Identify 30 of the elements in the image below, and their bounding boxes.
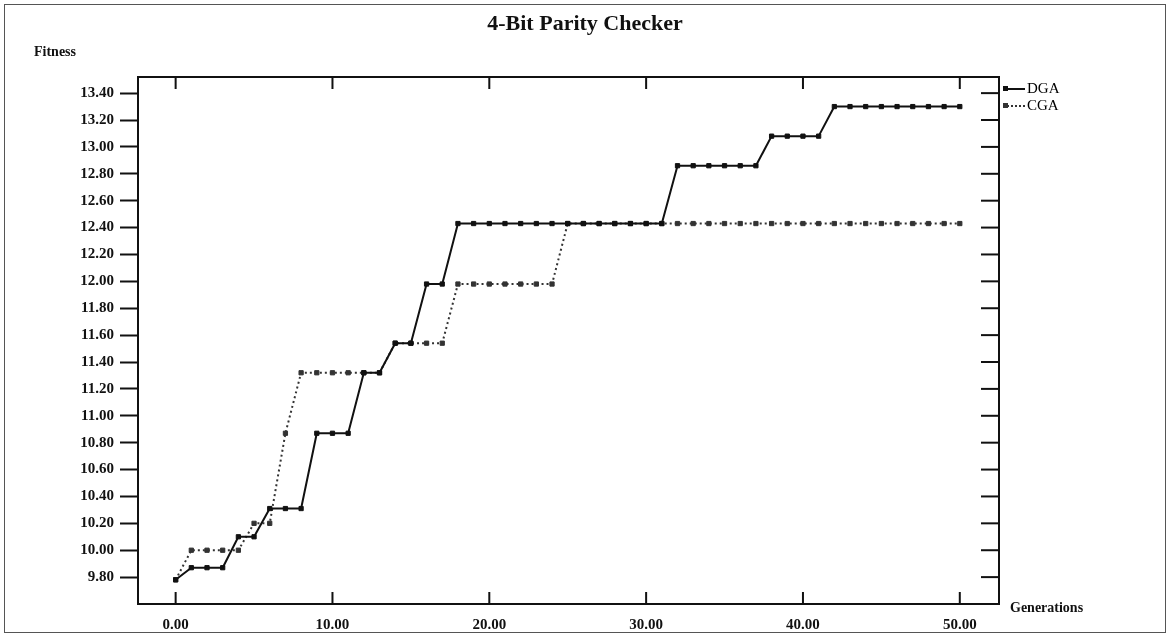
y-tick-label: 12.40 (80, 218, 114, 235)
chart-title: 4-Bit Parity Checker (486, 10, 684, 36)
y-tick-label: 11.40 (81, 352, 114, 369)
y-tick-label: 11.00 (81, 406, 114, 423)
x-tick-label: 30.00 (629, 615, 664, 632)
y-tick-label: 11.60 (81, 326, 114, 342)
y-tick-label: 9.80 (87, 567, 114, 584)
x-tick-label: 40.00 (786, 615, 820, 632)
y-axis-title: Fitness (34, 44, 76, 60)
y-tick-label: 12.80 (80, 164, 114, 181)
y-tick-label: 13.20 (80, 110, 114, 127)
y-tick-label: 12.00 (80, 272, 114, 289)
y-tick-label: 11.80 (81, 299, 114, 316)
x-axis-title: Generations (1010, 600, 1084, 616)
x-tick-label: 10.00 (315, 615, 350, 632)
y-tick-label: 10.60 (80, 460, 114, 477)
y-tick-label: 10.80 (80, 433, 114, 450)
legend-label: DGA (1027, 80, 1060, 97)
y-tick-label: 13.40 (80, 84, 114, 101)
x-tick-label: 20.00 (472, 615, 507, 632)
y-tick-label: 10.20 (80, 514, 114, 531)
y-tick-label: 10.00 (80, 541, 114, 558)
y-tick-label: 12.60 (80, 191, 114, 208)
legend-label: CGA (1027, 97, 1059, 114)
y-tick-label: 10.40 (80, 487, 114, 504)
y-tick-label: 11.20 (81, 379, 114, 396)
x-tick-label: 0.00 (162, 615, 189, 632)
x-tick-label: 50.00 (942, 615, 977, 632)
y-tick-label: 13.00 (80, 137, 114, 154)
y-tick-label: 12.20 (80, 245, 114, 262)
